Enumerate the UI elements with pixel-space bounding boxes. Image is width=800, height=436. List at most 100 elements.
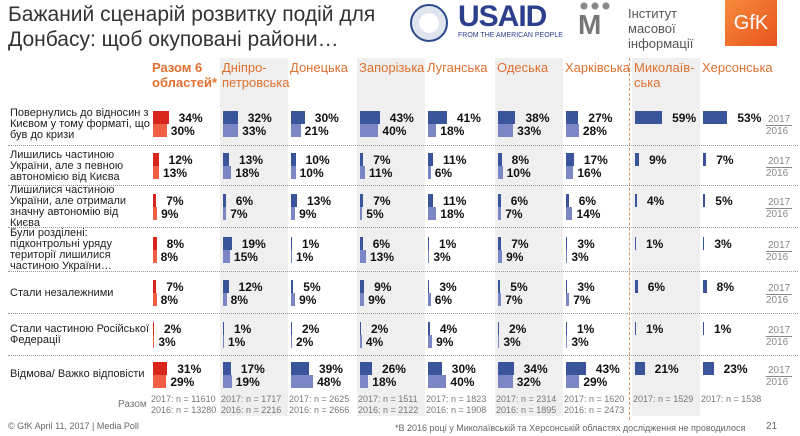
usaid-seal-logo — [410, 4, 448, 42]
value-label-2017: 1% — [646, 237, 664, 251]
row-separator — [8, 185, 798, 186]
legend-year-2017: 2017 — [766, 197, 793, 209]
bar-2017 — [223, 237, 232, 250]
bar-2017 — [291, 280, 294, 293]
value-label-2016: 3% — [571, 250, 589, 264]
bar-2016 — [498, 293, 502, 306]
bar-2017 — [153, 153, 159, 166]
bar-2016 — [566, 375, 580, 388]
value-label-2017: 7% — [511, 237, 529, 251]
value-label-2016: 5% — [366, 207, 384, 221]
bar-2016 — [360, 250, 366, 263]
sample-size: 2017: n = 1529 — [633, 394, 694, 404]
value-label-2017: 30% — [314, 111, 339, 125]
bar-2016 — [223, 166, 232, 179]
sample-size: 2017: n = 1538 — [701, 394, 762, 404]
value-label-2016: 33% — [242, 124, 267, 138]
bar-2016 — [223, 207, 227, 220]
bar-2016 — [291, 375, 314, 388]
row-label: Стали незалежними — [10, 286, 114, 299]
row-separator — [8, 313, 798, 314]
sample-size: 2017: n = 1823 — [426, 394, 487, 404]
bar-2016 — [223, 335, 224, 348]
legend-year-2016: 2016 — [766, 168, 789, 179]
value-label-2017: 3% — [577, 280, 595, 294]
row-label: Відмова/ Важко відповісти — [10, 368, 145, 380]
value-label-2016: 9% — [436, 335, 454, 349]
sample-size: 2016: n = 1908 — [426, 405, 487, 415]
bar-2016 — [498, 166, 503, 179]
value-label-2017: 4% — [439, 322, 458, 336]
value-label-2017: 13% — [238, 153, 263, 167]
legend-year-2017: 2017 — [766, 240, 793, 252]
value-label-2016: 4% — [365, 335, 384, 349]
value-label-2017: 17% — [583, 153, 608, 167]
row-label: Були розділені: підконтрольні уряду тери… — [10, 227, 112, 272]
value-label-2016: 18% — [372, 375, 397, 389]
bar-2016 — [360, 293, 365, 306]
column-header: Харківська — [565, 60, 630, 75]
bar-2017 — [428, 237, 429, 250]
sample-size: 2016: n = 2216 — [221, 405, 282, 415]
bar-2017 — [360, 280, 365, 293]
value-label-2017: 12% — [238, 280, 263, 294]
bar-2016 — [360, 335, 362, 348]
value-label-2017: 7% — [373, 194, 391, 208]
value-label-2016: 9% — [368, 293, 386, 307]
value-label-2017: 34% — [178, 111, 203, 125]
bar-2016 — [223, 124, 239, 137]
bar-2017 — [360, 111, 380, 124]
bar-2016 — [428, 207, 437, 220]
value-label-2017: 2% — [164, 322, 182, 336]
bar-2017 — [153, 362, 168, 375]
value-label-2016: 8% — [230, 293, 249, 307]
value-label-2016: 7% — [230, 207, 248, 221]
bar-2016 — [360, 207, 363, 220]
bar-2016 — [223, 375, 232, 388]
value-label-2017: 1% — [302, 237, 320, 251]
value-label-2017: 21% — [654, 362, 679, 376]
value-label-2016: 9% — [299, 293, 317, 307]
value-label-2017: 3% — [714, 237, 732, 251]
bar-2016 — [153, 335, 155, 348]
usaid-logo-text: USAID — [458, 0, 547, 33]
bar-2017 — [360, 237, 363, 250]
sample-size: 2017: n = 11610 — [151, 394, 216, 404]
footer-note: *В 2016 році у Миколаївській та Херсонсь… — [395, 423, 746, 433]
value-label-2016: 28% — [582, 124, 607, 138]
value-label-2016: 10% — [299, 166, 324, 180]
bar-2016 — [291, 207, 296, 220]
bar-2016 — [223, 293, 227, 306]
value-label-2017: 32% — [247, 111, 272, 125]
value-label-2017: 6% — [372, 237, 391, 251]
value-label-2016: 8% — [160, 250, 179, 264]
usaid-logo: USAID FROM THE AMERICAN PEOPLE — [458, 0, 563, 40]
bar-2016 — [498, 207, 502, 220]
value-label-2016: 32% — [516, 375, 541, 389]
value-label-2016: 29% — [170, 375, 195, 389]
value-label-2016: 18% — [440, 207, 465, 221]
bar-2017 — [566, 153, 574, 166]
value-label-2017: 9% — [649, 153, 667, 167]
bar-2017 — [566, 111, 579, 124]
value-label-2017: 11% — [443, 153, 467, 167]
value-label-2017: 7% — [373, 153, 391, 167]
value-label-2016: 3% — [158, 335, 176, 349]
value-label-2016: 11% — [369, 166, 393, 180]
bar-2016 — [498, 335, 500, 348]
value-label-2017: 43% — [389, 111, 414, 125]
bar-2017 — [153, 280, 157, 293]
legend-year-2016: 2016 — [766, 377, 789, 388]
legend-year-2016: 2016 — [766, 337, 789, 348]
bar-2017 — [428, 280, 430, 293]
gfk-logo: GfK — [725, 0, 777, 46]
value-label-2017: 2% — [371, 322, 389, 336]
bar-2016 — [291, 250, 292, 263]
value-label-2017: 6% — [647, 280, 666, 294]
bar-2017 — [703, 362, 714, 375]
value-label-2016: 7% — [505, 293, 523, 307]
value-label-2017: 26% — [381, 362, 406, 376]
value-label-2016: 30% — [170, 124, 195, 138]
bar-2017 — [223, 194, 226, 207]
bar-2017 — [291, 194, 297, 207]
